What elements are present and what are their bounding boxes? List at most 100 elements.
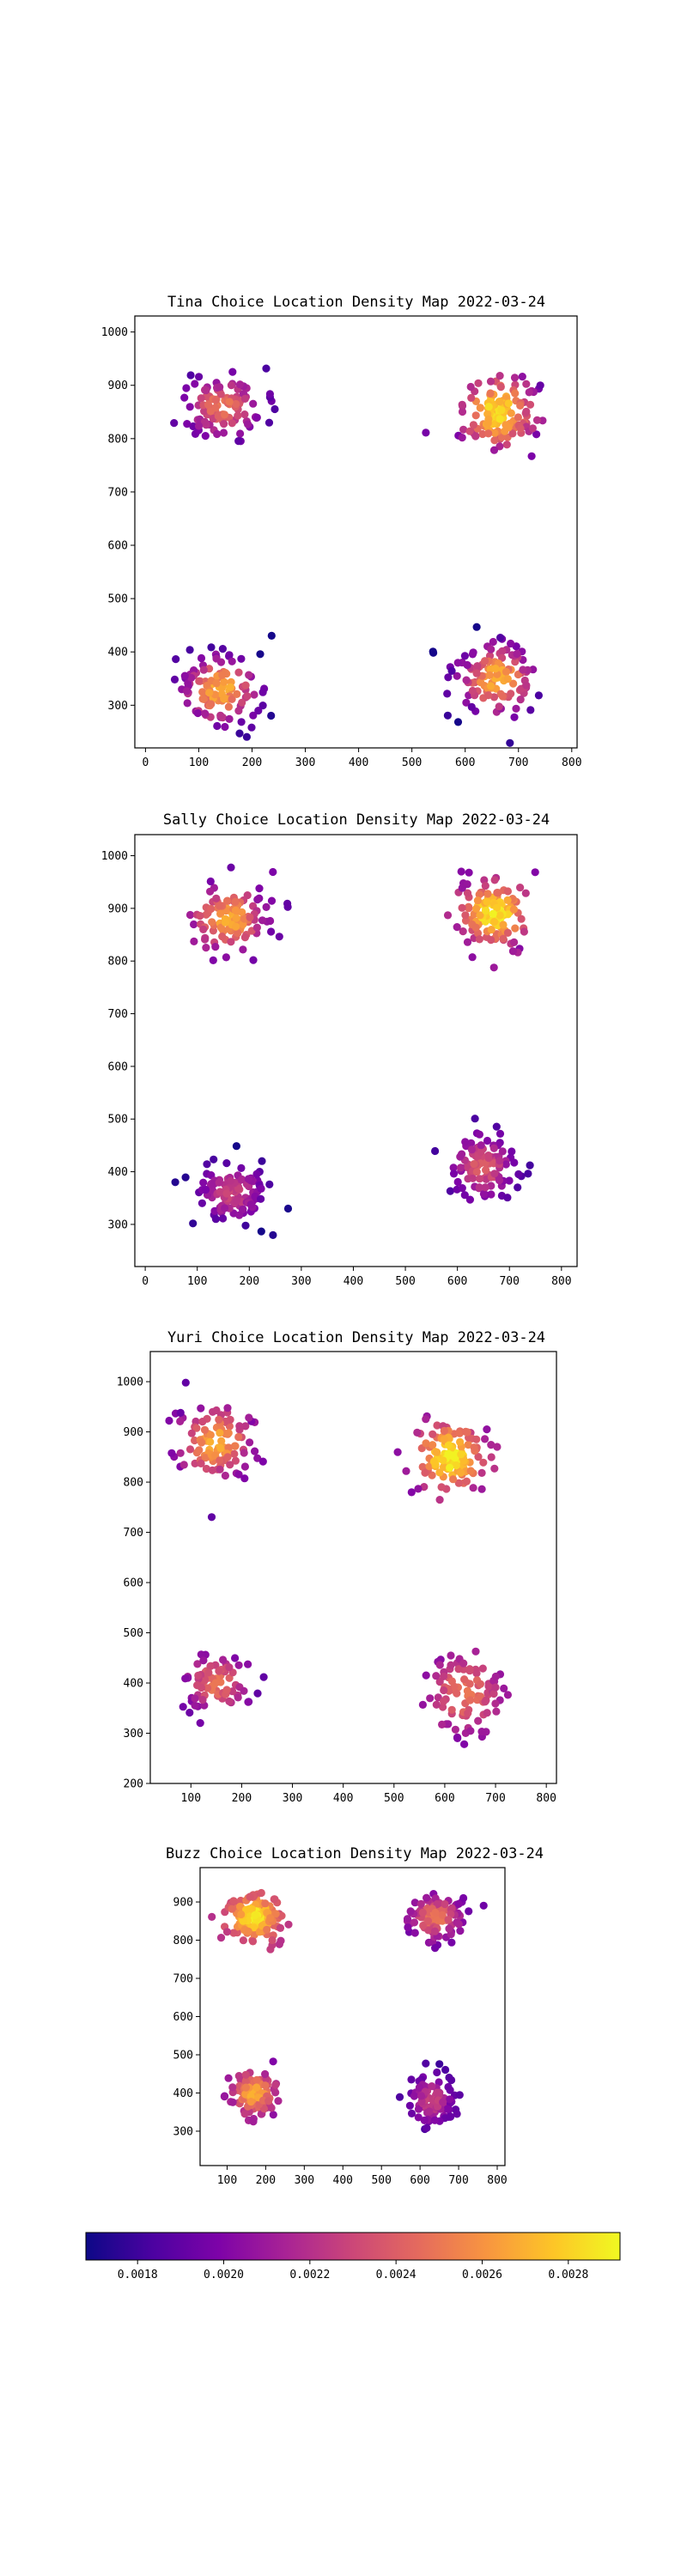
scatter-point — [536, 381, 544, 390]
y-tick-label: 800 — [124, 1477, 143, 1490]
scatter-point — [277, 1936, 285, 1945]
scatter-point — [252, 2075, 261, 2084]
scatter-point — [246, 2098, 255, 2106]
x-tick-label: 600 — [447, 1275, 467, 1288]
colorbar-tick-label: 0.0024 — [376, 2269, 416, 2281]
panel-title: Sally Choice Location Density Map 2022-0… — [163, 811, 550, 829]
scatter-point — [228, 368, 237, 376]
scatter-point — [447, 2112, 455, 2121]
scatter-point — [206, 877, 215, 886]
scatter-point — [502, 440, 511, 449]
scatter-point — [246, 1893, 254, 1901]
scatter-point — [456, 1927, 465, 1935]
scatter-point — [453, 923, 461, 932]
scatter-point — [208, 1912, 216, 1921]
scatter-point — [458, 884, 466, 892]
scatter-point — [204, 1668, 213, 1677]
scatter-point — [201, 709, 210, 718]
scatter-point — [481, 882, 489, 890]
scatter-point — [227, 381, 235, 390]
scatter-point — [454, 1920, 463, 1929]
scatter-point — [187, 1429, 196, 1437]
x-tick-label: 700 — [448, 2174, 468, 2187]
scatter-point — [472, 1669, 481, 1678]
scatter-point — [181, 1378, 190, 1387]
scatter-point — [477, 1141, 485, 1150]
scatter-point — [195, 677, 204, 685]
scatter-point — [253, 1689, 262, 1698]
scatter-point — [439, 1672, 448, 1680]
scatter-point — [407, 2075, 416, 2084]
scatter-point — [463, 938, 472, 946]
scatter-point — [233, 1196, 241, 1205]
scatter-point — [232, 922, 240, 931]
y-tick-label: 200 — [124, 1778, 143, 1791]
scatter-point — [242, 732, 251, 741]
scatter-point — [241, 2083, 250, 2092]
scatter-point — [508, 1147, 516, 1156]
scatter-point — [511, 658, 520, 666]
scatter-point — [226, 1461, 234, 1469]
scatter-point — [264, 2097, 273, 2105]
scatter-point — [200, 407, 209, 416]
scatter-point — [253, 896, 262, 904]
scatter-point — [240, 394, 249, 403]
scatter-point — [522, 380, 531, 388]
y-tick-label: 900 — [173, 1897, 193, 1910]
scatter-point — [510, 938, 519, 946]
scatter-point — [232, 914, 240, 922]
scatter-point — [453, 1734, 462, 1742]
scatter-point — [261, 2081, 270, 2090]
scatter-point — [235, 1422, 244, 1431]
scatter-point — [487, 1441, 495, 1449]
scatter-point — [256, 650, 264, 659]
scatter-point — [283, 1204, 293, 1213]
scatter-point — [472, 623, 481, 631]
scatter-point — [489, 1689, 498, 1698]
scatter-point — [489, 1144, 498, 1152]
scatter-point — [476, 1175, 484, 1183]
scatter-point — [228, 2083, 237, 2092]
scatter-point — [211, 1215, 220, 1224]
scatter-point — [222, 953, 230, 962]
scatter-point — [183, 420, 192, 428]
scatter-points — [171, 863, 539, 1239]
scatter-point — [238, 698, 246, 707]
scatter-point — [190, 920, 198, 929]
scatter-point — [447, 1451, 455, 1460]
scatter-point — [481, 657, 489, 665]
scatter-point — [495, 911, 504, 920]
scatter-point — [228, 1905, 236, 1913]
y-tick-label: 300 — [124, 1728, 143, 1741]
scatter-point — [462, 1477, 471, 1485]
scatter-point — [486, 389, 495, 398]
y-tick-label: 400 — [124, 1678, 143, 1691]
scatter-point — [433, 2068, 441, 2077]
scatter-point — [235, 1211, 244, 1219]
scatter-point — [462, 698, 471, 707]
scatter-point — [505, 1176, 514, 1185]
scatter-point — [418, 1700, 427, 1709]
x-tick-label: 800 — [551, 1275, 571, 1288]
scatter-point — [189, 422, 198, 431]
scatter-point — [212, 894, 221, 902]
scatter-point — [211, 943, 220, 951]
scatter-point — [471, 923, 480, 932]
scatter-point — [532, 430, 541, 439]
scatter-point — [514, 1170, 523, 1179]
y-tick-label: 600 — [108, 1060, 128, 1073]
scatter-point — [215, 1178, 223, 1187]
scatter-point — [469, 1484, 477, 1492]
scatter-point — [241, 1221, 250, 1230]
scatter-point — [463, 1686, 472, 1695]
x-tick-label: 300 — [295, 756, 315, 769]
scatter-point — [481, 1698, 489, 1706]
scatter-point — [431, 1908, 440, 1917]
scatter-point — [199, 665, 208, 674]
scatter-point — [481, 1435, 489, 1443]
scatter-point — [258, 916, 267, 925]
scatter-point — [490, 436, 499, 445]
scatter-point — [249, 956, 258, 964]
scatter-point — [226, 683, 234, 692]
scatter-point — [466, 1727, 475, 1735]
